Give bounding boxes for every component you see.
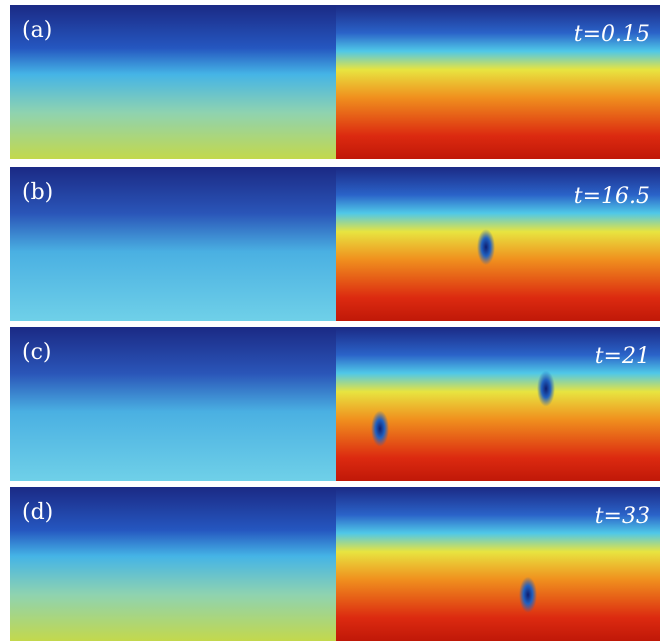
- panel-label: (c): [22, 340, 52, 365]
- panel: (c) t=21: [10, 327, 660, 481]
- heatmap-right: [336, 5, 660, 159]
- panel-label: (b): [22, 180, 53, 205]
- heatmap-left: [10, 5, 336, 159]
- heatmap-left: [10, 167, 336, 321]
- heatmap-right: [336, 327, 660, 481]
- panel: (a) t=0.15: [10, 5, 660, 159]
- vortex: [537, 370, 555, 407]
- vortex: [519, 576, 537, 613]
- heatmap-right: [336, 167, 660, 321]
- panel-label: (a): [22, 18, 52, 43]
- time-label: t=16.5: [574, 184, 650, 209]
- panel: (d) t=33: [10, 487, 660, 641]
- heatmap-left: [10, 327, 336, 481]
- vortex: [477, 229, 495, 266]
- heatmap-left: [10, 487, 336, 641]
- time-label: t=21: [595, 344, 650, 369]
- panel-label: (d): [22, 500, 53, 525]
- heatmap-right: [336, 487, 660, 641]
- panel: (b) t=16.5: [10, 167, 660, 321]
- time-label: t=33: [595, 504, 650, 529]
- time-label: t=0.15: [574, 22, 650, 47]
- vortex: [371, 410, 389, 447]
